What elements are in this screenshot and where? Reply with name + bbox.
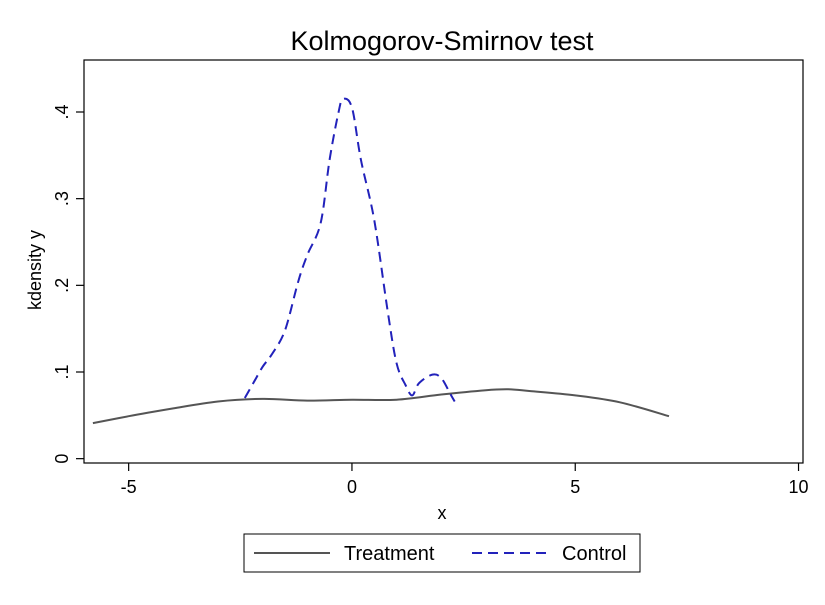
x-axis-ticks: -5 0 5 10	[121, 463, 809, 497]
y-axis-label: kdensity y	[25, 230, 45, 310]
series-line-treatment	[92, 388, 670, 425]
y-tick-label: .2	[52, 278, 72, 293]
x-axis-label: x	[438, 503, 447, 523]
y-tick-label: .4	[52, 104, 72, 119]
series-line-control	[243, 97, 456, 403]
x-tick-label: -5	[121, 477, 137, 497]
x-tick-label: 5	[570, 477, 580, 497]
y-tick-label: .1	[52, 364, 72, 379]
y-tick-label: 0	[52, 454, 72, 464]
legend-label-treatment: Treatment	[344, 543, 435, 565]
y-tick-label: .3	[52, 191, 72, 206]
plot-area	[83, 59, 804, 464]
legend-label-control: Control	[562, 543, 626, 565]
chart-title: Kolmogorov-Smirnov test	[290, 26, 594, 56]
x-tick-label: 10	[789, 477, 809, 497]
y-axis-ticks: 0 .1 .2 .3 .4	[52, 104, 84, 464]
legend: Treatment Control	[243, 533, 641, 573]
series-lines	[92, 97, 670, 425]
x-tick-label: 0	[347, 477, 357, 497]
